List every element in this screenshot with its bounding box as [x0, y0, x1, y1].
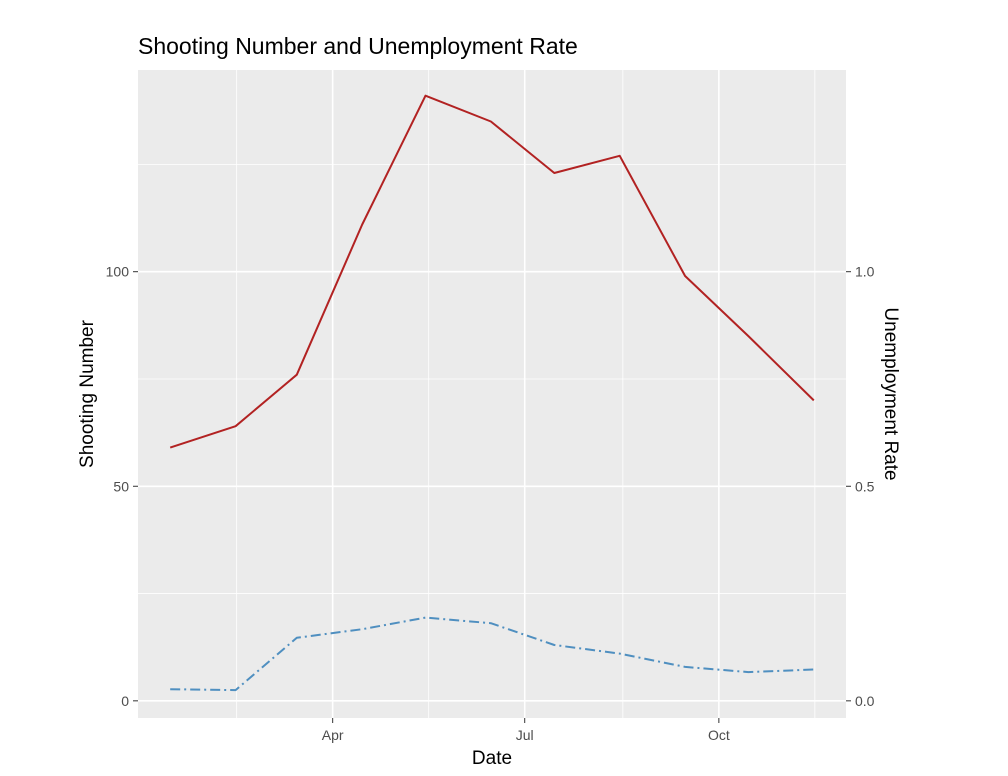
y-axis-title-left: Shooting Number [77, 319, 98, 468]
minor-gridlines [138, 70, 846, 718]
plot-panel [138, 70, 846, 718]
y-right-tick-label: 0.0 [855, 693, 875, 709]
y-left-tick-label: 0 [121, 693, 129, 709]
x-axis: Apr Jul Oct [322, 718, 730, 743]
x-tick-label: Apr [322, 727, 344, 743]
chart-title: Shooting Number and Unemployment Rate [138, 33, 578, 59]
left-y-axis: 0 50 100 [106, 264, 138, 709]
series-layer [169, 94, 815, 692]
shooting-number-line [169, 94, 815, 449]
x-tick-label: Jul [516, 727, 534, 743]
right-y-axis: 0.0 0.5 1.0 [846, 264, 875, 709]
y-left-tick-label: 50 [113, 478, 129, 494]
y-right-tick-label: 0.5 [855, 478, 875, 494]
unemployment-rate-line [170, 616, 814, 692]
x-tick-label: Oct [708, 727, 730, 743]
y-left-tick-label: 100 [106, 264, 130, 280]
y-axis-title-right: Unemployment Rate [880, 307, 901, 480]
x-axis-title: Date [472, 748, 512, 769]
y-right-tick-label: 1.0 [855, 264, 875, 280]
major-gridlines [138, 70, 846, 718]
